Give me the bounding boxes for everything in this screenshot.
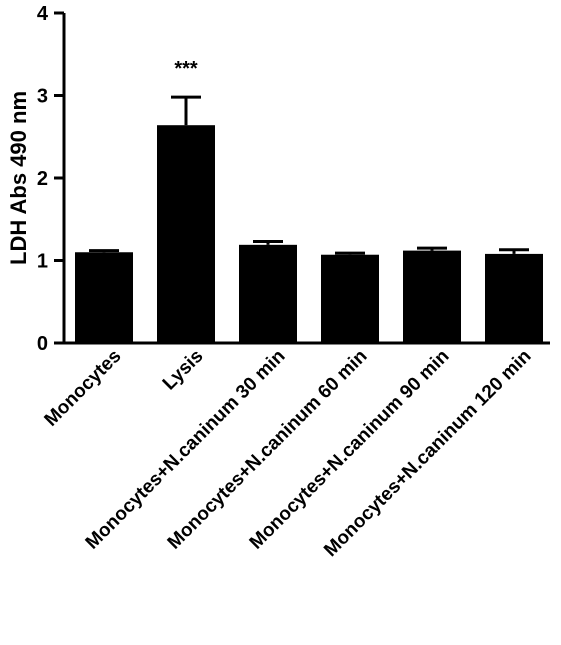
y-tick-label: 4 <box>37 3 49 25</box>
axes-layer: 0 1 2 3 4 <box>37 3 550 355</box>
bar <box>75 252 133 343</box>
bar <box>403 250 461 343</box>
y-tick-label: 0 <box>37 333 48 355</box>
y-tick-label: 3 <box>37 86 48 108</box>
bar <box>239 244 297 343</box>
y-axis-label: LDH Abs 490 nm <box>6 91 31 265</box>
y-tick-label: 2 <box>37 168 48 190</box>
bars-layer <box>75 95 543 343</box>
significance-label: *** <box>174 58 198 80</box>
y-tick-label: 1 <box>37 251 48 273</box>
bar <box>321 254 379 343</box>
bar <box>485 253 543 343</box>
category-label: Lysis <box>159 346 208 395</box>
category-label: Monocytes <box>41 346 126 431</box>
bar <box>157 125 215 343</box>
